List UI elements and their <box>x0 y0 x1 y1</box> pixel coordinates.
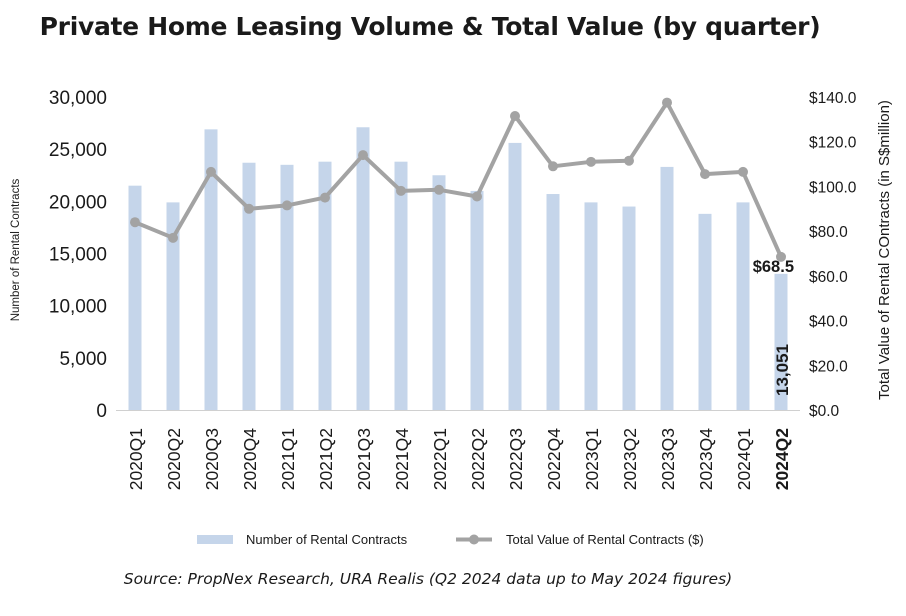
right-tick-label: $40.0 <box>809 314 848 331</box>
line-point <box>396 185 406 196</box>
line-point <box>510 111 520 122</box>
bar <box>432 175 446 410</box>
line-point <box>206 166 216 177</box>
bar <box>584 202 598 410</box>
bar <box>280 164 294 410</box>
right-tick-label: $100.0 <box>809 179 857 196</box>
bar <box>318 161 332 410</box>
left-tick-label: 10,000 <box>49 297 107 318</box>
x-axis-ticks: 2020Q1 2020Q2 2020Q3 2020Q4 2021Q1 2021Q2 2021… <box>126 428 792 491</box>
right-axis-ticks: $0.0 $20.0 $40.0 $60.0 $80.0 $100.0 $120.0 $140… <box>809 90 857 420</box>
line-point <box>320 192 330 203</box>
x-tick-label: 2024Q2 <box>772 428 792 491</box>
line-point <box>358 150 368 161</box>
line-point <box>130 217 140 228</box>
x-tick-label: 2023Q3 <box>658 428 678 490</box>
right-tick-label: $120.0 <box>809 135 857 152</box>
x-tick-label: 2021Q3 <box>354 428 374 490</box>
legend-bar-swatch <box>197 535 233 544</box>
right-tick-label: $20.0 <box>809 358 848 375</box>
x-tick-label: 2021Q2 <box>316 428 336 490</box>
bar <box>242 162 256 410</box>
bar <box>166 202 180 410</box>
legend-line-marker <box>469 534 479 545</box>
bar <box>508 142 522 410</box>
line-point <box>472 191 482 202</box>
right-tick-label: $80.0 <box>809 224 848 241</box>
bar <box>736 202 750 410</box>
line-series <box>130 97 786 262</box>
bar <box>660 166 674 410</box>
right-tick-label: $0.0 <box>809 403 840 420</box>
line-point <box>624 155 634 166</box>
legend-line-label: Total Value of Rental Contracts ($) <box>506 532 704 547</box>
bar <box>356 127 370 411</box>
left-tick-label: 20,000 <box>49 192 107 213</box>
left-axis-label: Number of Rental Contracts <box>10 178 22 321</box>
bar <box>774 273 788 410</box>
bar <box>622 206 636 410</box>
bar <box>470 190 484 410</box>
line-point <box>168 232 178 243</box>
x-tick-label: 2023Q2 <box>620 428 640 490</box>
right-axis-label: Total Value of Rental COntracts (in S$mi… <box>876 100 893 400</box>
bar <box>394 161 408 410</box>
x-tick-label: 2020Q2 <box>164 428 184 490</box>
line-point <box>244 203 254 214</box>
left-tick-label: 5,000 <box>59 349 107 370</box>
x-tick-label: 2024Q1 <box>734 428 754 490</box>
value-line <box>133 100 783 259</box>
bar <box>128 185 142 410</box>
x-tick-label: 2020Q4 <box>240 428 260 491</box>
chart-title: Private Home Leasing Volume & Total Valu… <box>39 12 821 41</box>
left-tick-label: 0 <box>96 401 107 422</box>
data-labels: 13,051 $68.5 <box>753 258 794 396</box>
x-tick-label: 2021Q4 <box>392 428 412 491</box>
line-point <box>700 169 710 180</box>
bar-data-label: 13,051 <box>773 344 792 396</box>
bar <box>698 213 712 410</box>
x-tick-label: 2023Q4 <box>696 428 716 491</box>
right-tick-label: $60.0 <box>809 269 848 286</box>
x-tick-label: 2020Q3 <box>202 428 222 490</box>
x-tick-label: 2021Q1 <box>278 428 298 490</box>
line-data-label: $68.5 <box>753 258 794 276</box>
line-point <box>662 97 672 108</box>
x-tick-label: 2022Q1 <box>430 428 450 490</box>
x-tick-label: 2022Q2 <box>468 428 488 490</box>
bar <box>546 194 560 410</box>
source-note: Source: PropNex Research, URA Realis (Q2… <box>123 570 733 588</box>
line-point <box>548 161 558 172</box>
chart-legend: Number of Rental Contracts Total Value o… <box>197 532 704 547</box>
left-tick-label: 25,000 <box>49 140 107 161</box>
x-tick-label: 2022Q3 <box>506 428 526 490</box>
line-point <box>434 184 444 195</box>
x-tick-label: 2022Q4 <box>544 428 564 491</box>
left-tick-label: 15,000 <box>49 245 107 266</box>
left-tick-label: 30,000 <box>49 88 107 109</box>
x-tick-label: 2023Q1 <box>582 428 602 490</box>
line-point <box>586 156 596 167</box>
legend-bar-label: Number of Rental Contracts <box>246 532 408 547</box>
x-tick-label: 2020Q1 <box>126 428 146 490</box>
line-point <box>738 166 748 177</box>
line-point <box>776 251 786 262</box>
bar-series <box>128 127 788 411</box>
right-tick-label: $140.0 <box>809 90 857 107</box>
line-point <box>282 200 292 211</box>
left-axis-ticks: 0 5,000 10,000 15,000 20,000 25,000 30,000 <box>49 88 107 422</box>
bar <box>204 129 218 411</box>
